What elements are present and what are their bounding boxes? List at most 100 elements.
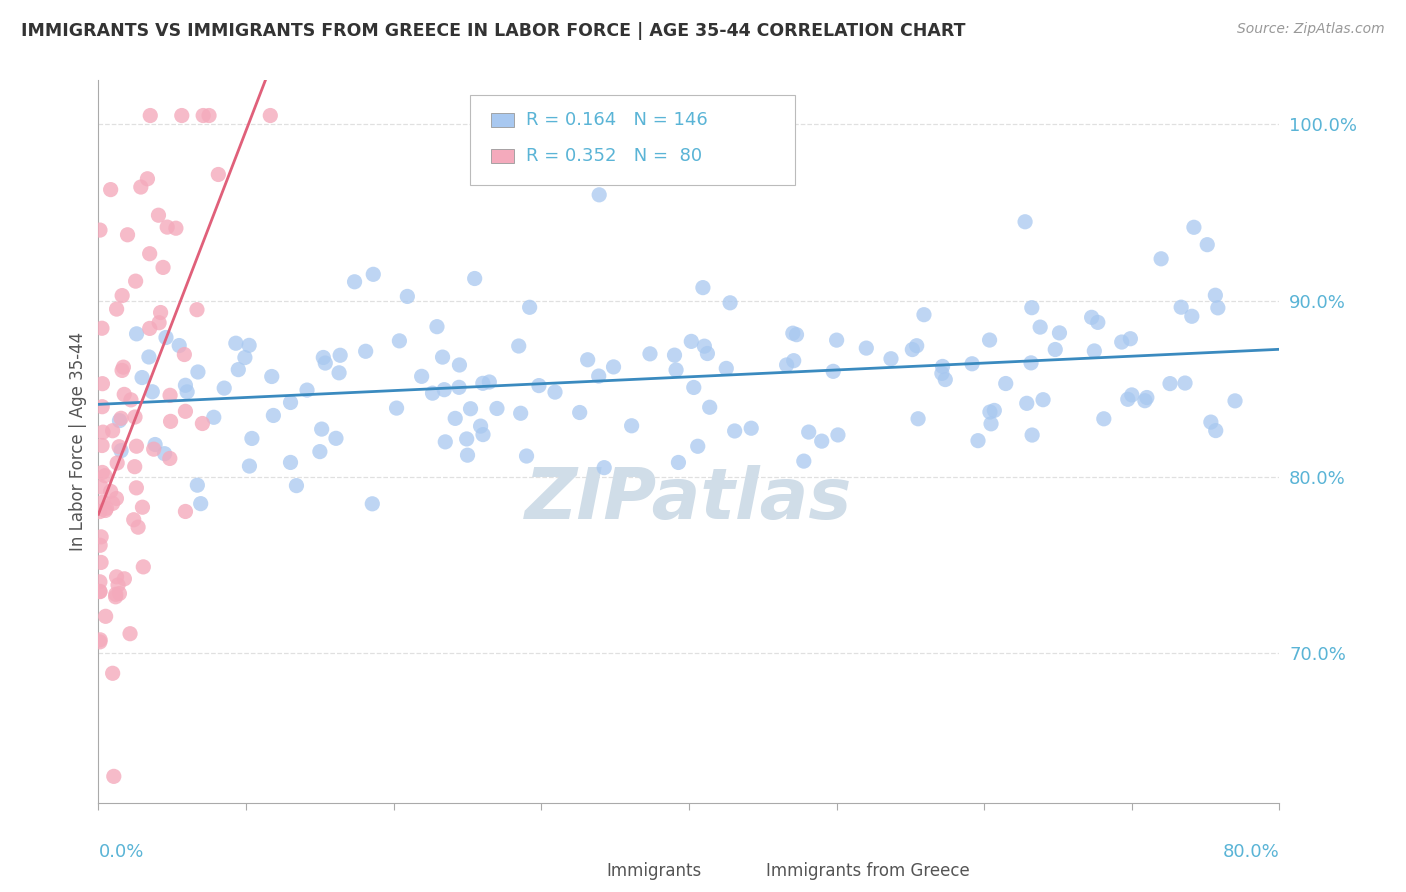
Point: [740, 421, 762, 435]
Point: [1083, 343, 1105, 358]
Point: [1119, 332, 1142, 346]
Point: [212, 381, 235, 395]
Point: [471, 376, 494, 391]
Point: [664, 348, 686, 362]
Point: [142, 442, 165, 457]
Point: [159, 388, 181, 402]
Text: IMMIGRANTS VS IMMIGRANTS FROM GREECE IN LABOR FORCE | AGE 35-44 CORRELATION CHAR: IMMIGRANTS VS IMMIGRANTS FROM GREECE IN …: [21, 22, 966, 40]
Point: [576, 352, 599, 367]
Point: [682, 380, 704, 394]
Point: [190, 497, 212, 511]
Point: [686, 439, 709, 453]
Point: [880, 351, 903, 366]
Point: [94, 468, 117, 483]
Point: [125, 481, 148, 495]
Point: [107, 578, 129, 592]
Point: [141, 384, 163, 399]
Point: [1204, 288, 1226, 302]
Point: [1199, 415, 1222, 429]
Point: [724, 424, 747, 438]
Point: [240, 432, 263, 446]
Point: [118, 626, 141, 640]
Point: [124, 274, 146, 288]
Point: [174, 404, 197, 418]
Point: [692, 280, 714, 294]
Text: ZIPatlas: ZIPatlas: [526, 465, 852, 533]
Point: [136, 171, 159, 186]
Point: [125, 326, 148, 341]
Point: [967, 434, 990, 448]
Point: [285, 478, 308, 492]
Point: [602, 359, 624, 374]
Point: [193, 109, 215, 123]
Point: [186, 302, 208, 317]
Point: [167, 338, 190, 352]
Point: [122, 513, 145, 527]
Point: [207, 168, 229, 182]
Point: [259, 109, 281, 123]
Point: [508, 339, 530, 353]
Point: [89, 632, 111, 647]
Point: [1019, 356, 1042, 370]
Point: [117, 227, 139, 242]
Point: [456, 432, 478, 446]
Point: [110, 443, 132, 458]
Point: [823, 364, 845, 378]
Point: [89, 574, 111, 589]
Point: [159, 451, 181, 466]
Point: [139, 109, 162, 123]
Point: [186, 478, 208, 492]
Point: [89, 584, 111, 599]
Point: [433, 383, 456, 397]
Point: [280, 455, 302, 469]
Point: [515, 449, 537, 463]
Text: 0.0%: 0.0%: [98, 843, 143, 861]
Point: [110, 411, 132, 425]
Point: [354, 344, 377, 359]
Point: [94, 609, 117, 624]
FancyBboxPatch shape: [491, 149, 515, 163]
Point: [786, 327, 808, 342]
Point: [198, 109, 221, 123]
Point: [131, 370, 153, 384]
Point: [464, 271, 486, 285]
Point: [112, 572, 135, 586]
Point: [1170, 300, 1192, 314]
Point: [108, 440, 131, 454]
Point: [174, 504, 197, 518]
Point: [91, 466, 114, 480]
Point: [638, 347, 661, 361]
Point: [449, 358, 471, 372]
Point: [855, 341, 877, 355]
Point: [138, 246, 160, 260]
Point: [124, 409, 146, 424]
Point: [104, 590, 127, 604]
Point: [1206, 301, 1229, 315]
Point: [89, 505, 111, 519]
Point: [432, 350, 454, 364]
Point: [396, 289, 419, 303]
Point: [170, 109, 193, 123]
Point: [90, 480, 112, 494]
Point: [460, 401, 482, 416]
Point: [100, 484, 122, 499]
Point: [155, 330, 177, 344]
Point: [979, 333, 1001, 347]
Point: [101, 424, 124, 438]
Point: [825, 333, 848, 347]
Point: [105, 456, 128, 470]
Point: [108, 414, 131, 428]
Point: [1174, 376, 1197, 390]
Point: [127, 520, 149, 534]
Point: [262, 409, 284, 423]
Point: [120, 392, 142, 407]
Point: [91, 321, 114, 335]
Point: [519, 300, 541, 314]
Point: [295, 383, 318, 397]
Point: [138, 321, 160, 335]
Point: [361, 268, 384, 282]
Point: [793, 454, 815, 468]
Point: [1015, 396, 1038, 410]
Point: [260, 369, 283, 384]
Text: 80.0%: 80.0%: [1223, 843, 1279, 861]
